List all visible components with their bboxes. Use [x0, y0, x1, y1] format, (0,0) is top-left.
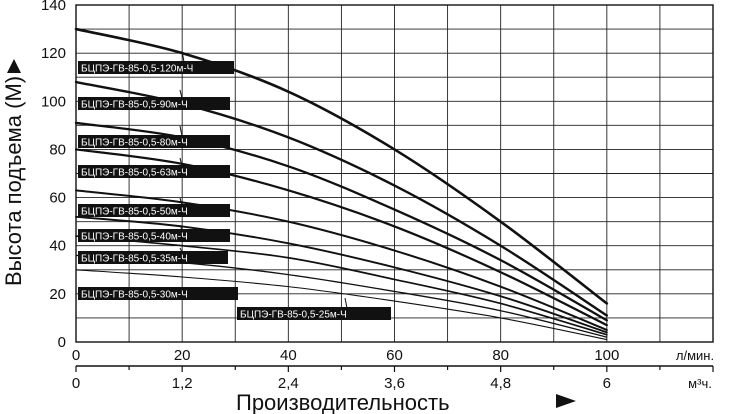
- y-tick-label: 140: [41, 0, 66, 14]
- x-tick-label-secondary: 2,4: [278, 375, 299, 392]
- x-tick-label-primary: 80: [492, 347, 509, 364]
- x-unit-secondary: м³ч.: [688, 376, 712, 391]
- series-label-leader: [179, 157, 183, 167]
- x-tick-label-primary: 40: [280, 347, 297, 364]
- x-tick-label-primary: 20: [174, 347, 191, 364]
- series-label-box: [237, 307, 391, 320]
- series-label-box: [78, 97, 230, 110]
- series-label-6: БЦПЭ-ГВ-85-0,5-40м-Ч: [81, 232, 188, 243]
- x-axis-title: Производительность: [236, 390, 450, 414]
- series-label-box: [78, 251, 228, 264]
- series-label-box: [78, 61, 234, 74]
- series-label-5: БЦПЭ-ГВ-85-0,5-50м-Ч: [81, 207, 188, 218]
- series-label-3: БЦПЭ-ГВ-85-0,5-80м-Ч: [81, 138, 188, 149]
- x-tick-label-primary: 0: [72, 347, 80, 364]
- series-label-box: [78, 287, 238, 300]
- series-label-8: БЦПЭ-ГВ-85-0,5-30м-Ч: [81, 290, 188, 301]
- x-unit-primary: л/мин.: [676, 348, 714, 363]
- series-label-1: БЦПЭ-ГВ-85-0,5-120м-Ч: [81, 64, 193, 75]
- y-tick-label: 100: [41, 93, 66, 110]
- series-label-leader: [344, 297, 348, 309]
- x-tick-label-primary: 100: [594, 347, 619, 364]
- y-tick-label: 0: [58, 334, 66, 351]
- series-label-leader: [179, 89, 183, 99]
- series-curve-1: [74, 27, 609, 305]
- x-tick-label-secondary: 6: [603, 375, 611, 392]
- series-curve-9: [75, 269, 608, 341]
- series-label-4: БЦПЭ-ГВ-85-0,5-63м-Ч: [81, 168, 188, 179]
- series-curve-4: [74, 148, 608, 327]
- grid: [75, 4, 714, 343]
- series-label-7: БЦПЭ-ГВ-85-0,5-35м-Ч: [81, 254, 188, 265]
- axes: 0 20 40 60 80 100 120 140 0 20 40 60 80 100 л/мин. 0 1,2…: [1, 0, 714, 414]
- x-axis-arrow-icon: [556, 394, 576, 408]
- x-tick-label-secondary: 1,2: [172, 375, 193, 392]
- series-curve-5: [75, 189, 608, 331]
- x-tick-label-secondary: 4,8: [490, 375, 511, 392]
- x-tick-label-secondary: 0: [72, 375, 80, 392]
- y-tick-label: 60: [49, 190, 66, 207]
- y-tick-label: 20: [49, 286, 66, 303]
- series-label-box: [78, 204, 230, 217]
- series-label-box: [78, 229, 230, 242]
- series-label-leader: [179, 125, 183, 137]
- series-label-9: БЦПЭ-ГВ-85-0,5-25м-Ч: [240, 310, 347, 321]
- y-tick-label: 80: [49, 141, 66, 158]
- series-label-box: [78, 135, 230, 148]
- y-tick-label: 40: [49, 238, 66, 255]
- series-curve-6: [75, 215, 608, 334]
- x-tick-label-primary: 60: [386, 347, 403, 364]
- plot-frame: [75, 4, 714, 343]
- y-tick-label: 120: [41, 45, 66, 62]
- x-tick-label-secondary: 3,6: [384, 375, 405, 392]
- series-curve-7: [75, 235, 608, 336]
- y-axis-title: Высота подъема (М): [1, 76, 26, 286]
- series-label-leader: [181, 50, 185, 63]
- series-labels: БЦПЭ-ГВ-85-0,5-120м-Ч БЦПЭ-ГВ-85-0,5-90м-…: [78, 50, 391, 321]
- series-label-2: БЦПЭ-ГВ-85-0,5-90м-Ч: [81, 100, 188, 111]
- series-label-leader: [179, 197, 183, 206]
- y-axis-arrow-icon: [7, 59, 21, 73]
- series-label-box: [78, 165, 230, 178]
